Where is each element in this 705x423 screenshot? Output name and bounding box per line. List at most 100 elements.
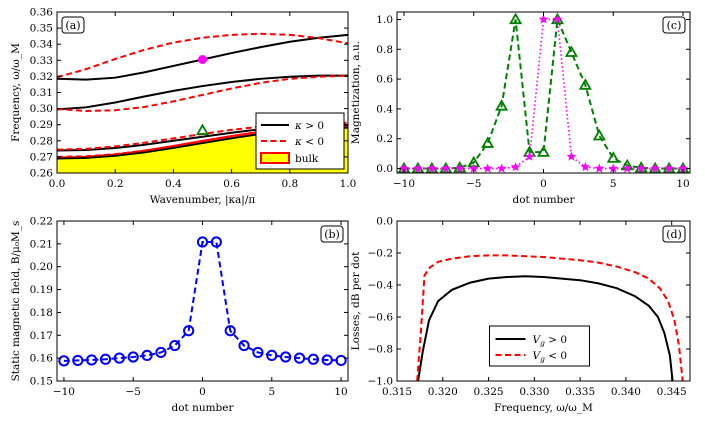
data-point xyxy=(113,352,125,364)
x-tick-label: 0.345 xyxy=(657,386,687,398)
legend-vg-negative: Vg < 0 xyxy=(533,350,568,364)
x-axis-label: Wavenumber, |κa|/π xyxy=(150,194,256,207)
legend: Vg > 0 Vg < 0 xyxy=(489,325,590,367)
data-point xyxy=(592,128,606,141)
data-point xyxy=(141,349,153,361)
data-point xyxy=(454,163,465,173)
y-axis-label: Frequency, ω/ω_M xyxy=(10,43,22,142)
data-point xyxy=(524,151,535,161)
data-point xyxy=(564,45,578,57)
x-tick-label: 0.320 xyxy=(428,386,458,398)
x-tick-label: 0.335 xyxy=(565,386,595,398)
panel-label-box xyxy=(320,225,344,243)
y-tick-label: 0.8 xyxy=(376,44,393,56)
x-tick-label: −10 xyxy=(393,178,415,190)
panel-a: 0.0 0.2 0.4 0.6 0.8 1.0 0.26 0.27 0.28 0.29 0.30 0.… xyxy=(10,7,356,208)
data-point xyxy=(224,325,236,337)
data-point xyxy=(155,346,167,359)
axes-frame xyxy=(396,220,691,382)
x-tick-label: 0 xyxy=(540,178,547,190)
data-point xyxy=(72,354,84,367)
y-tick-label: 0.17 xyxy=(30,330,53,342)
data-point xyxy=(440,163,451,173)
x-tick-label: −5 xyxy=(466,178,481,190)
y-tick-label: −1.0 xyxy=(368,376,394,388)
legend: κ > 0 κ < 0 bulk xyxy=(255,112,345,170)
legend-box xyxy=(489,325,590,367)
y-tick-label: 0.21 xyxy=(30,238,53,250)
y-tick-label: 0.15 xyxy=(30,376,53,388)
panel-label: (d) xyxy=(666,228,682,241)
data-point xyxy=(509,12,523,25)
data-point xyxy=(552,14,563,24)
y-tick-label: 0.0 xyxy=(376,163,393,175)
panel-label: (c) xyxy=(667,19,682,32)
y-tick-label: −0.6 xyxy=(368,312,394,324)
x-axis-label: Frequency, ω/ω_M xyxy=(494,402,593,414)
data-point xyxy=(678,163,688,173)
y-tick-label: 0.33 xyxy=(30,55,53,67)
data-point xyxy=(580,161,591,172)
data-point xyxy=(538,14,549,24)
data-point xyxy=(321,354,333,366)
data-point xyxy=(481,136,495,148)
data-point xyxy=(566,151,577,161)
y-tick-label: 0.32 xyxy=(30,71,53,83)
series-line-5 xyxy=(57,74,348,113)
legend-kappa-positive: κ > 0 xyxy=(294,120,324,132)
y-axis-label: Static magnetic field, B/μ₀M_s xyxy=(10,221,22,382)
data-point xyxy=(335,354,347,367)
y-axis-label: Losses, dB per dot xyxy=(350,251,362,350)
x-tick-label: 10 xyxy=(334,386,347,398)
panel-label-box xyxy=(662,225,686,243)
x-tick-label: 0.6 xyxy=(223,178,240,190)
panel-c: −10 −5 0 5 10 0.0 0.2 0.4 0.6 0.8 1.0 dot number Mag… xyxy=(350,11,691,206)
data-point xyxy=(266,349,278,361)
data-point xyxy=(58,355,70,367)
data-point xyxy=(307,353,319,365)
data-point xyxy=(293,352,306,364)
data-point xyxy=(622,163,633,173)
y-tick-label: 0.29 xyxy=(30,119,53,131)
x-axis-label: dot number xyxy=(171,402,234,414)
y-tick-label: 0.28 xyxy=(30,135,53,147)
legend-bulk: bulk xyxy=(295,153,319,165)
data-point xyxy=(252,346,264,359)
y-tick-label: 0.22 xyxy=(30,216,53,228)
data-point xyxy=(399,163,409,173)
x-tick-label: 0.315 xyxy=(382,386,412,398)
panel-d: 0.315 0.320 0.325 0.330 0.335 0.340 0.345 −1.0 −… xyxy=(350,216,691,414)
y-tick-label: 0.4 xyxy=(376,103,393,115)
x-tick-label: 0.0 xyxy=(49,178,66,190)
y-axis-label: Magnetization, a.u. xyxy=(350,41,362,144)
plot-area xyxy=(416,254,684,381)
data-point xyxy=(495,99,509,111)
data-point xyxy=(426,163,437,173)
data-point xyxy=(238,339,250,352)
data-point xyxy=(210,236,222,248)
series-line-4 xyxy=(57,32,348,79)
legend-kappa-negative: κ < 0 xyxy=(294,136,324,148)
data-point xyxy=(510,161,521,172)
y-tick-label: 1.0 xyxy=(376,14,393,26)
y-tick-label: 0.31 xyxy=(30,87,53,99)
panel-label-box xyxy=(61,16,85,34)
panel-label: (a) xyxy=(65,19,80,32)
series-line-1 xyxy=(416,254,684,381)
y-tick-label: 0.34 xyxy=(30,39,54,51)
series-line-7 xyxy=(57,125,348,158)
x-tick-label: −10 xyxy=(53,386,75,398)
data-point xyxy=(594,163,605,173)
panel-label: (b) xyxy=(324,228,340,241)
highlight-point xyxy=(195,123,210,135)
data-point xyxy=(664,163,675,173)
x-tick-label: 0.330 xyxy=(519,386,549,398)
y-tick-label: 0.26 xyxy=(30,168,54,180)
series-line-1 xyxy=(57,74,348,111)
data-point xyxy=(183,325,195,337)
data-point xyxy=(468,163,479,173)
x-tick-label: 5 xyxy=(610,178,617,190)
panel-label-box xyxy=(662,16,686,34)
x-tick-label: −5 xyxy=(125,386,140,398)
y-tick-label: 0.2 xyxy=(376,133,393,145)
